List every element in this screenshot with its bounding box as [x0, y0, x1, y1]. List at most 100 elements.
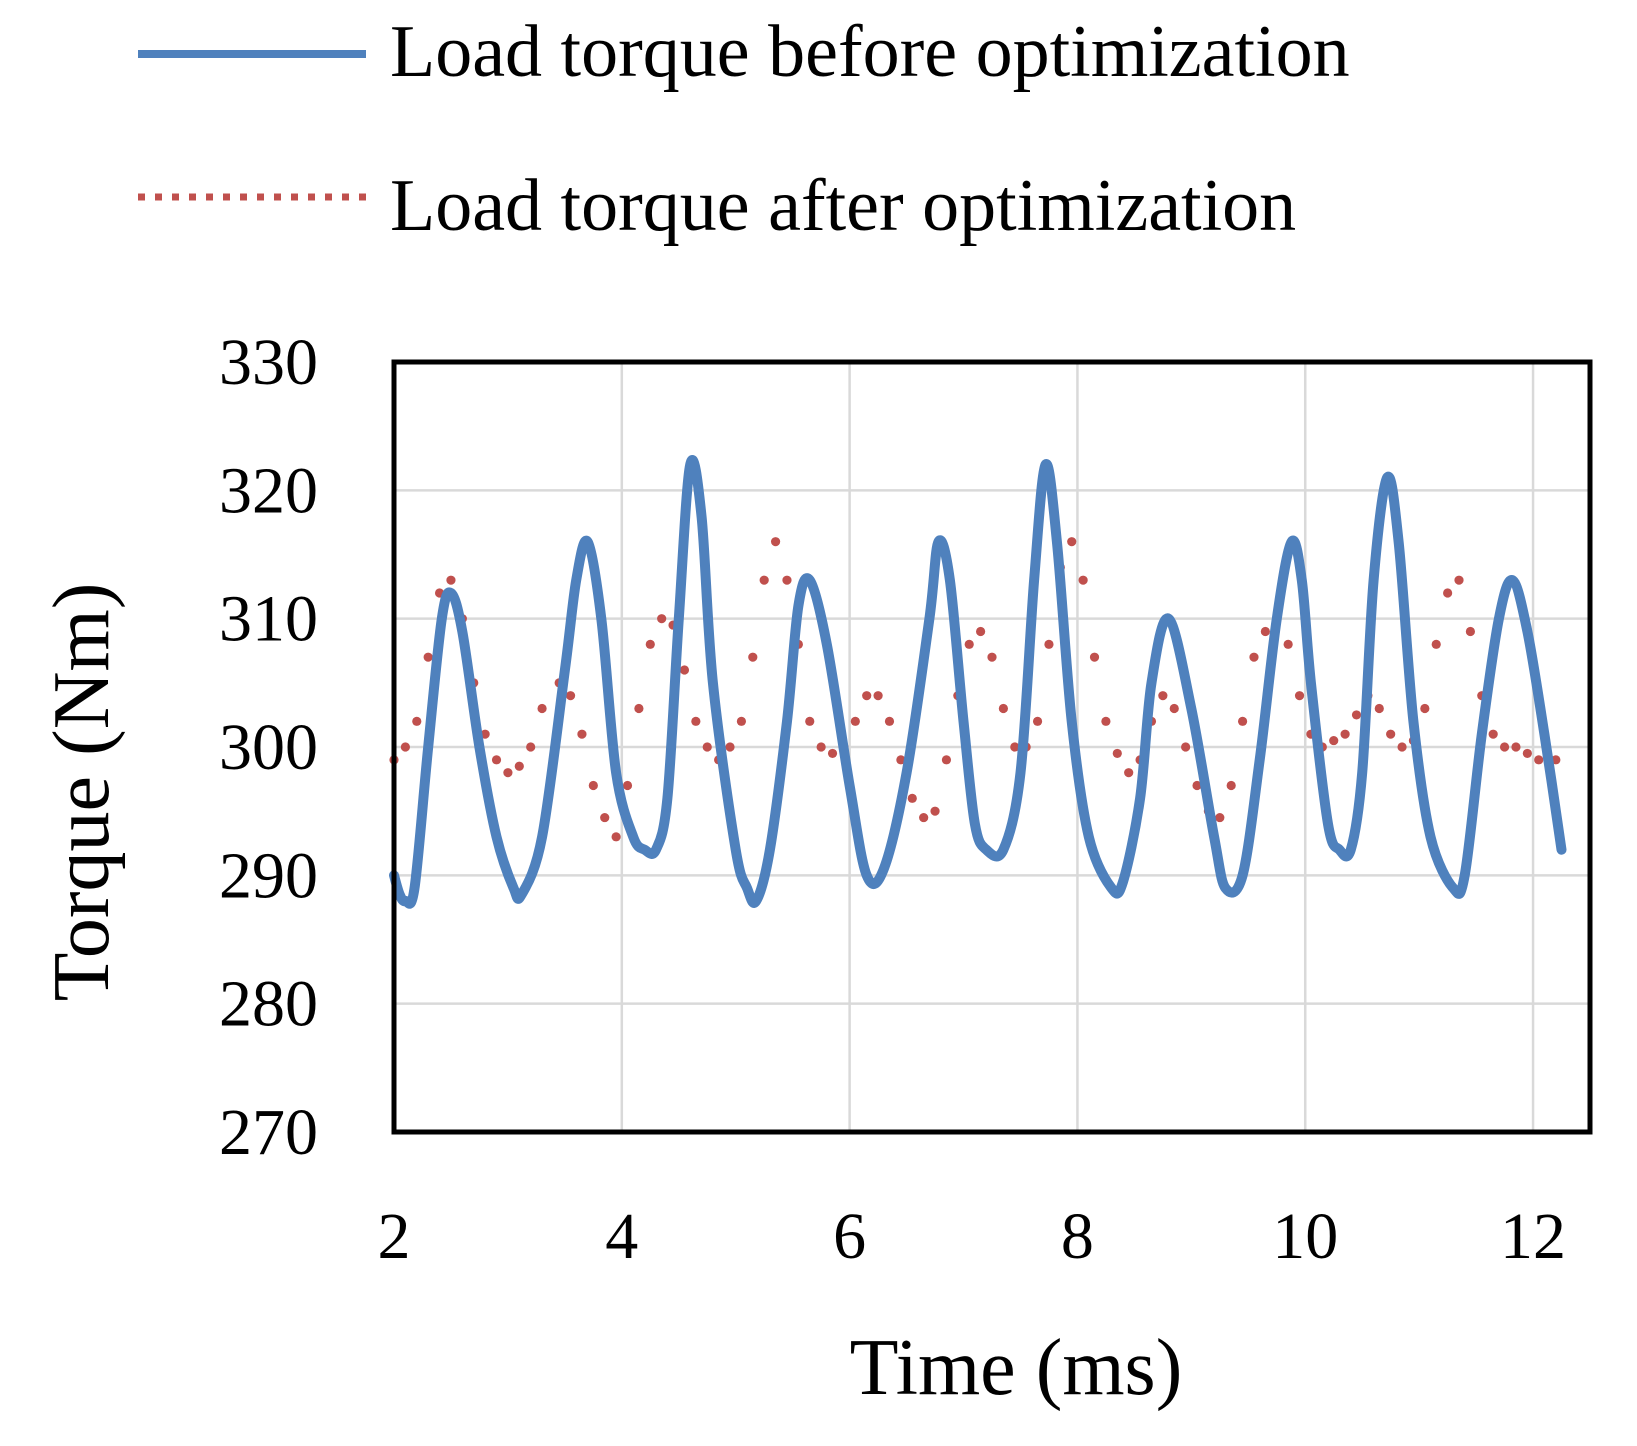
- point-after-optimization: [782, 575, 792, 585]
- point-after-optimization: [964, 639, 974, 649]
- point-after-optimization: [1169, 703, 1179, 714]
- point-after-optimization: [873, 691, 883, 701]
- point-after-optimization: [748, 652, 758, 662]
- legend: Load torque before optimization Load tor…: [138, 11, 1350, 247]
- x-tick-label-6: 6: [833, 1200, 866, 1273]
- point-after-optimization: [491, 755, 502, 765]
- point-after-optimization: [725, 742, 735, 752]
- point-after-optimization: [827, 748, 838, 759]
- point-after-optimization: [1067, 537, 1077, 547]
- point-after-optimization: [805, 716, 815, 726]
- point-after-optimization: [998, 703, 1008, 714]
- point-after-optimization: [1511, 742, 1521, 752]
- point-after-optimization: [1192, 780, 1202, 791]
- point-after-optimization: [537, 703, 547, 714]
- point-after-optimization: [1101, 716, 1111, 726]
- point-after-optimization: [770, 537, 781, 547]
- point-after-optimization: [1488, 729, 1498, 739]
- point-after-optimization: [759, 575, 769, 585]
- x-tick-label-8: 8: [1061, 1200, 1094, 1273]
- point-after-optimization: [850, 716, 860, 726]
- point-after-optimization: [1283, 639, 1293, 649]
- point-after-optimization: [577, 729, 587, 739]
- y-tick-label-280: 280: [219, 968, 318, 1041]
- point-after-optimization: [1329, 735, 1339, 746]
- point-after-optimization: [400, 742, 410, 752]
- point-after-optimization: [1181, 742, 1191, 752]
- y-tick-label-320: 320: [219, 454, 318, 527]
- point-after-optimization: [1340, 729, 1350, 739]
- gridlines: [394, 362, 1590, 1132]
- point-after-optimization: [1044, 639, 1054, 649]
- point-after-optimization: [702, 742, 712, 752]
- point-after-optimization: [1089, 652, 1100, 662]
- point-after-optimization: [1522, 748, 1532, 759]
- point-after-optimization: [423, 652, 433, 662]
- point-after-optimization: [1226, 780, 1236, 791]
- point-after-optimization: [679, 665, 690, 675]
- point-after-optimization: [1499, 742, 1510, 752]
- point-after-optimization: [1534, 755, 1544, 765]
- point-after-optimization: [645, 639, 655, 649]
- point-after-optimization: [1215, 812, 1225, 823]
- point-after-optimization: [412, 716, 422, 726]
- series-line-before-optimization: [389, 454, 1567, 909]
- point-after-optimization: [622, 780, 633, 791]
- point-after-optimization: [480, 729, 490, 739]
- x-tick-label-4: 4: [605, 1200, 638, 1273]
- point-after-optimization: [1431, 639, 1441, 649]
- point-after-optimization: [657, 614, 667, 624]
- x-tick-labels: 2 4 6 8 10 12: [378, 1200, 1567, 1273]
- x-tick-label-2: 2: [378, 1200, 411, 1273]
- point-after-optimization: [1386, 729, 1396, 739]
- y-tick-labels: 270 280 290 300 310 320 330: [219, 326, 318, 1169]
- point-after-optimization: [514, 761, 524, 771]
- point-after-optimization: [736, 716, 747, 726]
- point-after-optimization: [884, 716, 895, 726]
- point-after-optimization: [1010, 742, 1020, 752]
- point-after-optimization: [503, 768, 513, 778]
- y-axis-title: Torque (Nm): [38, 583, 126, 1002]
- point-after-optimization: [1443, 588, 1453, 598]
- y-tick-label-270: 270: [219, 1096, 318, 1169]
- point-after-optimization: [1249, 652, 1259, 662]
- point-after-optimization: [1112, 748, 1122, 759]
- point-after-optimization: [987, 652, 997, 662]
- plot-frame: [391, 359, 1593, 1135]
- y-tick-label-290: 290: [219, 839, 318, 912]
- point-after-optimization: [1420, 703, 1430, 714]
- y-tick-label-310: 310: [219, 583, 318, 656]
- legend-label-before-optimization: Load torque before optimization: [390, 11, 1350, 93]
- point-after-optimization: [691, 716, 701, 726]
- point-after-optimization: [1397, 742, 1407, 752]
- point-after-optimization: [1260, 626, 1270, 637]
- point-after-optimization: [896, 755, 906, 765]
- y-tick-label-330: 330: [219, 326, 318, 399]
- point-after-optimization: [1078, 575, 1088, 585]
- point-after-optimization: [446, 575, 456, 585]
- point-after-optimization: [862, 691, 872, 701]
- point-after-optimization: [526, 742, 536, 752]
- point-after-optimization: [565, 691, 576, 701]
- x-axis-title: Time (ms): [850, 1324, 1183, 1412]
- point-after-optimization: [907, 793, 917, 803]
- point-after-optimization: [976, 626, 986, 637]
- point-after-optimization: [1237, 716, 1248, 726]
- point-after-optimization: [1158, 691, 1168, 701]
- point-after-optimization: [588, 780, 598, 791]
- y-tick-label-300: 300: [219, 711, 318, 784]
- x-tick-label-10: 10: [1272, 1200, 1338, 1273]
- point-after-optimization: [600, 812, 610, 823]
- point-after-optimization: [1374, 703, 1384, 714]
- legend-label-after-optimization: Load torque after optimization: [390, 165, 1296, 247]
- point-after-optimization: [1454, 575, 1464, 585]
- point-after-optimization: [919, 812, 929, 823]
- point-after-optimization: [930, 806, 940, 816]
- series-layer: [389, 454, 1567, 909]
- point-after-optimization: [1124, 768, 1134, 778]
- point-after-optimization: [1351, 710, 1362, 720]
- point-after-optimization: [816, 742, 826, 752]
- point-after-optimization: [941, 755, 952, 765]
- point-after-optimization: [1032, 716, 1043, 726]
- point-after-optimization: [1294, 691, 1305, 701]
